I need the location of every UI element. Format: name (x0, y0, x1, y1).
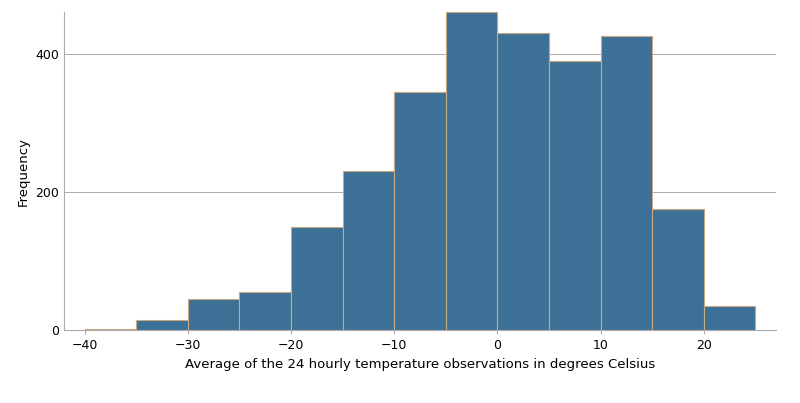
Bar (446, 12, 498, 330)
Bar (394, 92, 446, 330)
Bar (136, 320, 188, 330)
Bar (601, 36, 652, 330)
Bar (188, 299, 239, 330)
Bar (342, 171, 394, 330)
Bar (85, 329, 136, 330)
Bar (549, 60, 601, 330)
Y-axis label: Frequency: Frequency (17, 137, 30, 206)
Bar (239, 293, 291, 330)
Bar (652, 209, 704, 330)
Bar (704, 306, 755, 330)
Bar (498, 33, 549, 330)
X-axis label: Average of the 24 hourly temperature observations in degrees Celsius: Average of the 24 hourly temperature obs… (185, 358, 655, 371)
Bar (291, 226, 342, 330)
